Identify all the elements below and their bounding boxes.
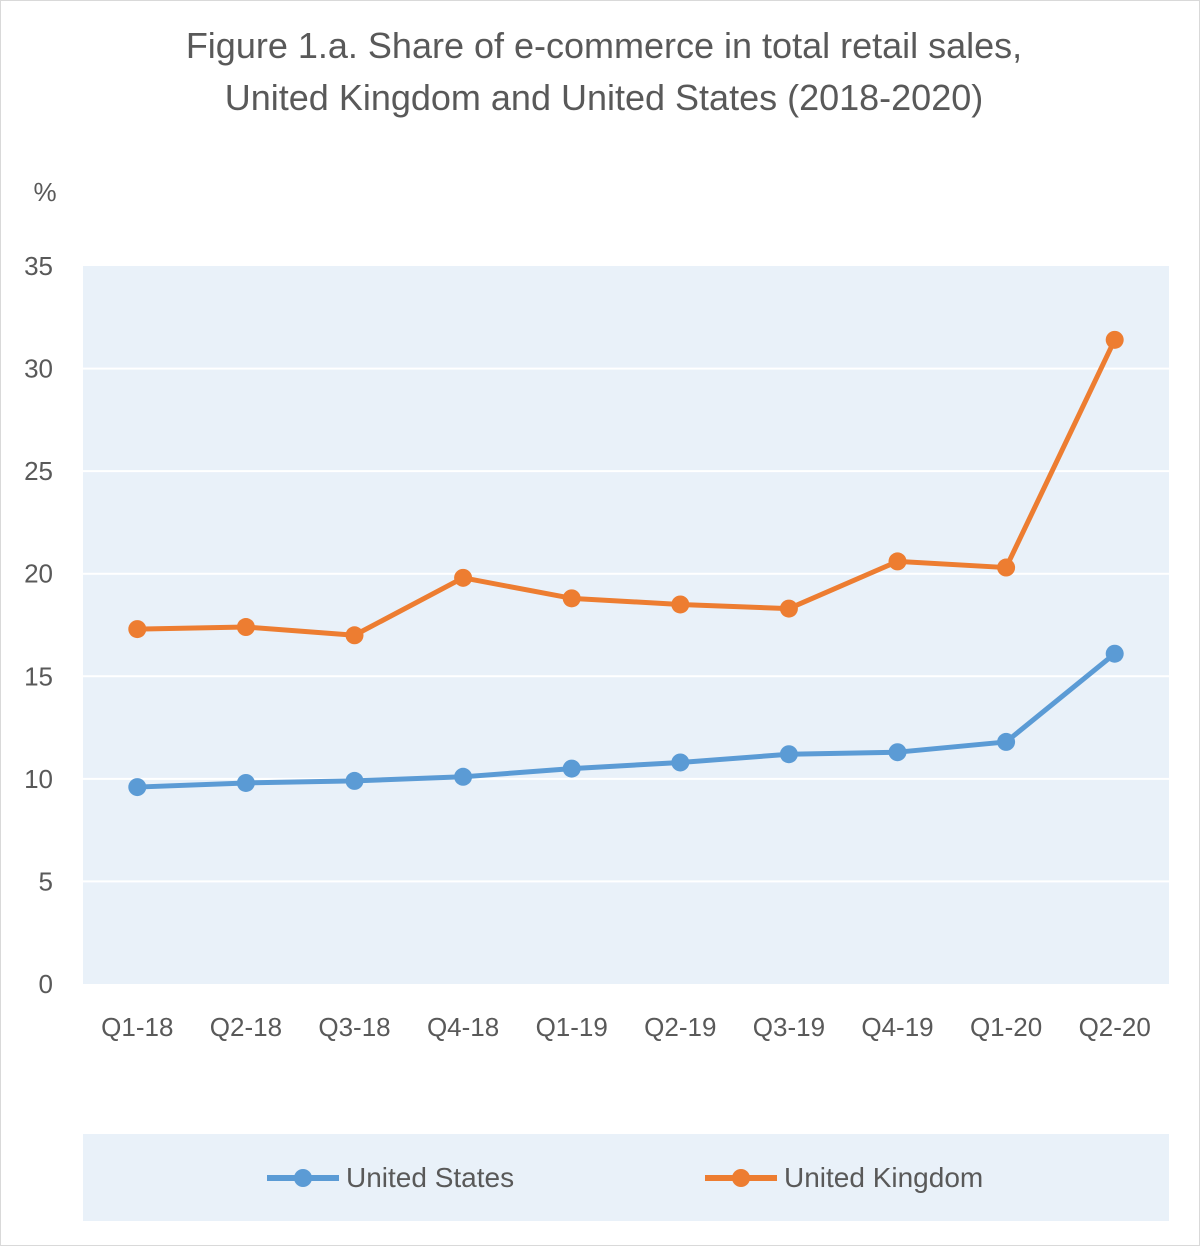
legend-item-united-states: United States xyxy=(267,1162,514,1193)
legend-swatch-united-kingdom-marker xyxy=(732,1169,750,1187)
data-point-united-states-3 xyxy=(454,767,473,786)
x-axis-ticks: Q1-18 Q2-18 Q3-18 Q4-18 Q1-19 Q2-19 Q3-19 Q4-19… xyxy=(101,1012,1151,1042)
data-point-united-states-2 xyxy=(345,771,364,790)
data-point-united-kingdom-1 xyxy=(236,618,255,637)
x-tick-label-2: Q3-18 xyxy=(318,1012,390,1042)
data-point-united-states-6 xyxy=(779,745,798,764)
legend-item-united-kingdom: United Kingdom xyxy=(705,1162,983,1193)
y-tick-label-6: 30 xyxy=(24,354,53,384)
data-point-united-states-7 xyxy=(888,743,907,762)
x-tick-label-9: Q2-20 xyxy=(1079,1012,1151,1042)
y-axis-unit-label: % xyxy=(33,177,56,207)
data-point-united-kingdom-4 xyxy=(562,589,581,608)
x-tick-label-1: Q2-18 xyxy=(210,1012,282,1042)
y-tick-label-5: 25 xyxy=(24,456,53,486)
x-tick-label-4: Q1-19 xyxy=(536,1012,608,1042)
x-tick-label-3: Q4-18 xyxy=(427,1012,499,1042)
data-point-united-states-5 xyxy=(671,753,690,772)
data-point-united-states-9 xyxy=(1105,644,1124,663)
y-axis-ticks: 0 5 10 15 20 25 30 35 xyxy=(24,251,53,999)
data-point-united-kingdom-0 xyxy=(128,620,147,639)
series-layer xyxy=(128,330,1124,797)
y-tick-label-2: 10 xyxy=(24,764,53,794)
x-tick-label-7: Q4-19 xyxy=(861,1012,933,1042)
data-point-united-kingdom-5 xyxy=(671,595,690,614)
data-point-united-states-0 xyxy=(128,778,147,797)
data-point-united-kingdom-7 xyxy=(888,552,907,571)
x-tick-label-8: Q1-20 xyxy=(970,1012,1042,1042)
y-tick-label-3: 15 xyxy=(24,661,53,691)
legend-swatch-united-states-marker xyxy=(294,1169,312,1187)
series-line-united-kingdom xyxy=(134,337,1118,638)
x-tick-label-6: Q3-19 xyxy=(753,1012,825,1042)
data-point-united-kingdom-9 xyxy=(1105,330,1124,349)
x-tick-label-0: Q1-18 xyxy=(101,1012,173,1042)
y-tick-label-4: 20 xyxy=(24,559,53,589)
series-line-united-states xyxy=(134,651,1118,790)
legend-area xyxy=(83,1134,1169,1221)
legend-label-united-states: United States xyxy=(346,1162,514,1193)
gridlines xyxy=(83,367,1169,883)
series-united-states xyxy=(128,644,1124,797)
data-point-united-states-1 xyxy=(236,773,255,792)
data-point-united-kingdom-8 xyxy=(997,558,1016,577)
data-point-united-states-8 xyxy=(997,732,1016,751)
series-united-kingdom xyxy=(128,330,1124,645)
plot-area xyxy=(83,266,1169,984)
chart-subtitle: United Kingdom and United States (2018-2… xyxy=(225,77,983,118)
y-tick-label-7: 35 xyxy=(24,251,53,281)
y-tick-label-0: 0 xyxy=(39,969,53,999)
chart-title: Figure 1.a. Share of e-commerce in total… xyxy=(186,25,1022,66)
legend-label-united-kingdom: United Kingdom xyxy=(784,1162,983,1193)
data-point-united-kingdom-2 xyxy=(345,626,364,645)
data-point-united-kingdom-6 xyxy=(779,599,798,618)
x-tick-label-5: Q2-19 xyxy=(644,1012,716,1042)
data-point-united-kingdom-3 xyxy=(454,568,473,587)
data-point-united-states-4 xyxy=(562,759,581,778)
y-tick-label-1: 5 xyxy=(39,866,53,896)
